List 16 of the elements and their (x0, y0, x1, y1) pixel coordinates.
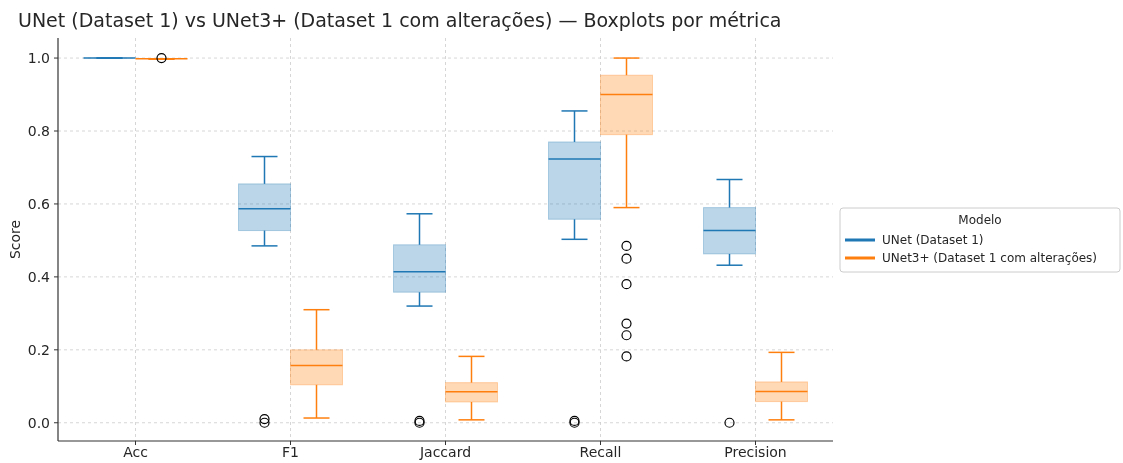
y-tick-label: 0.6 (27, 195, 51, 212)
chart-title: UNet (Dataset 1) vs UNet3+ (Dataset 1 com alterações) — Boxplots por métrica (18, 9, 782, 31)
x-tick-label: Jaccard (418, 444, 472, 460)
legend-label: UNet (Dataset 1) (882, 233, 984, 248)
x-tick-label: F1 (282, 444, 299, 460)
x-tick-label: Recall (579, 444, 622, 460)
legend-label: UNet3+ (Dataset 1 com alterações) (882, 251, 1098, 266)
y-tick-label: 0.2 (27, 341, 50, 358)
y-axis-title: Score (7, 219, 23, 260)
y-tick-label: 1.0 (27, 49, 50, 66)
x-tick-label: Acc (123, 444, 148, 460)
y-tick-label: 0.0 (27, 414, 50, 431)
legend-title: Modelo (958, 213, 1002, 227)
x-tick-label: Precision (724, 444, 787, 460)
y-tick-label: 0.8 (27, 122, 50, 139)
y-tick-label: 0.4 (27, 268, 51, 285)
